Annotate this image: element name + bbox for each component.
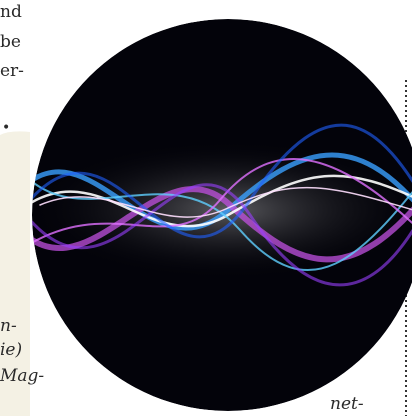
caption-fragment: net- bbox=[330, 394, 364, 414]
sidebar-line: Mag- bbox=[0, 366, 45, 386]
sidebar-line: n- bbox=[0, 316, 17, 336]
energy-image bbox=[32, 19, 412, 411]
sidebar-line: ie) bbox=[0, 340, 23, 360]
body-line: nd bbox=[0, 2, 22, 22]
sidebar-panel bbox=[0, 131, 30, 416]
bullet: • bbox=[2, 120, 11, 136]
body-line: er- bbox=[0, 61, 24, 81]
body-line: be bbox=[0, 32, 21, 52]
